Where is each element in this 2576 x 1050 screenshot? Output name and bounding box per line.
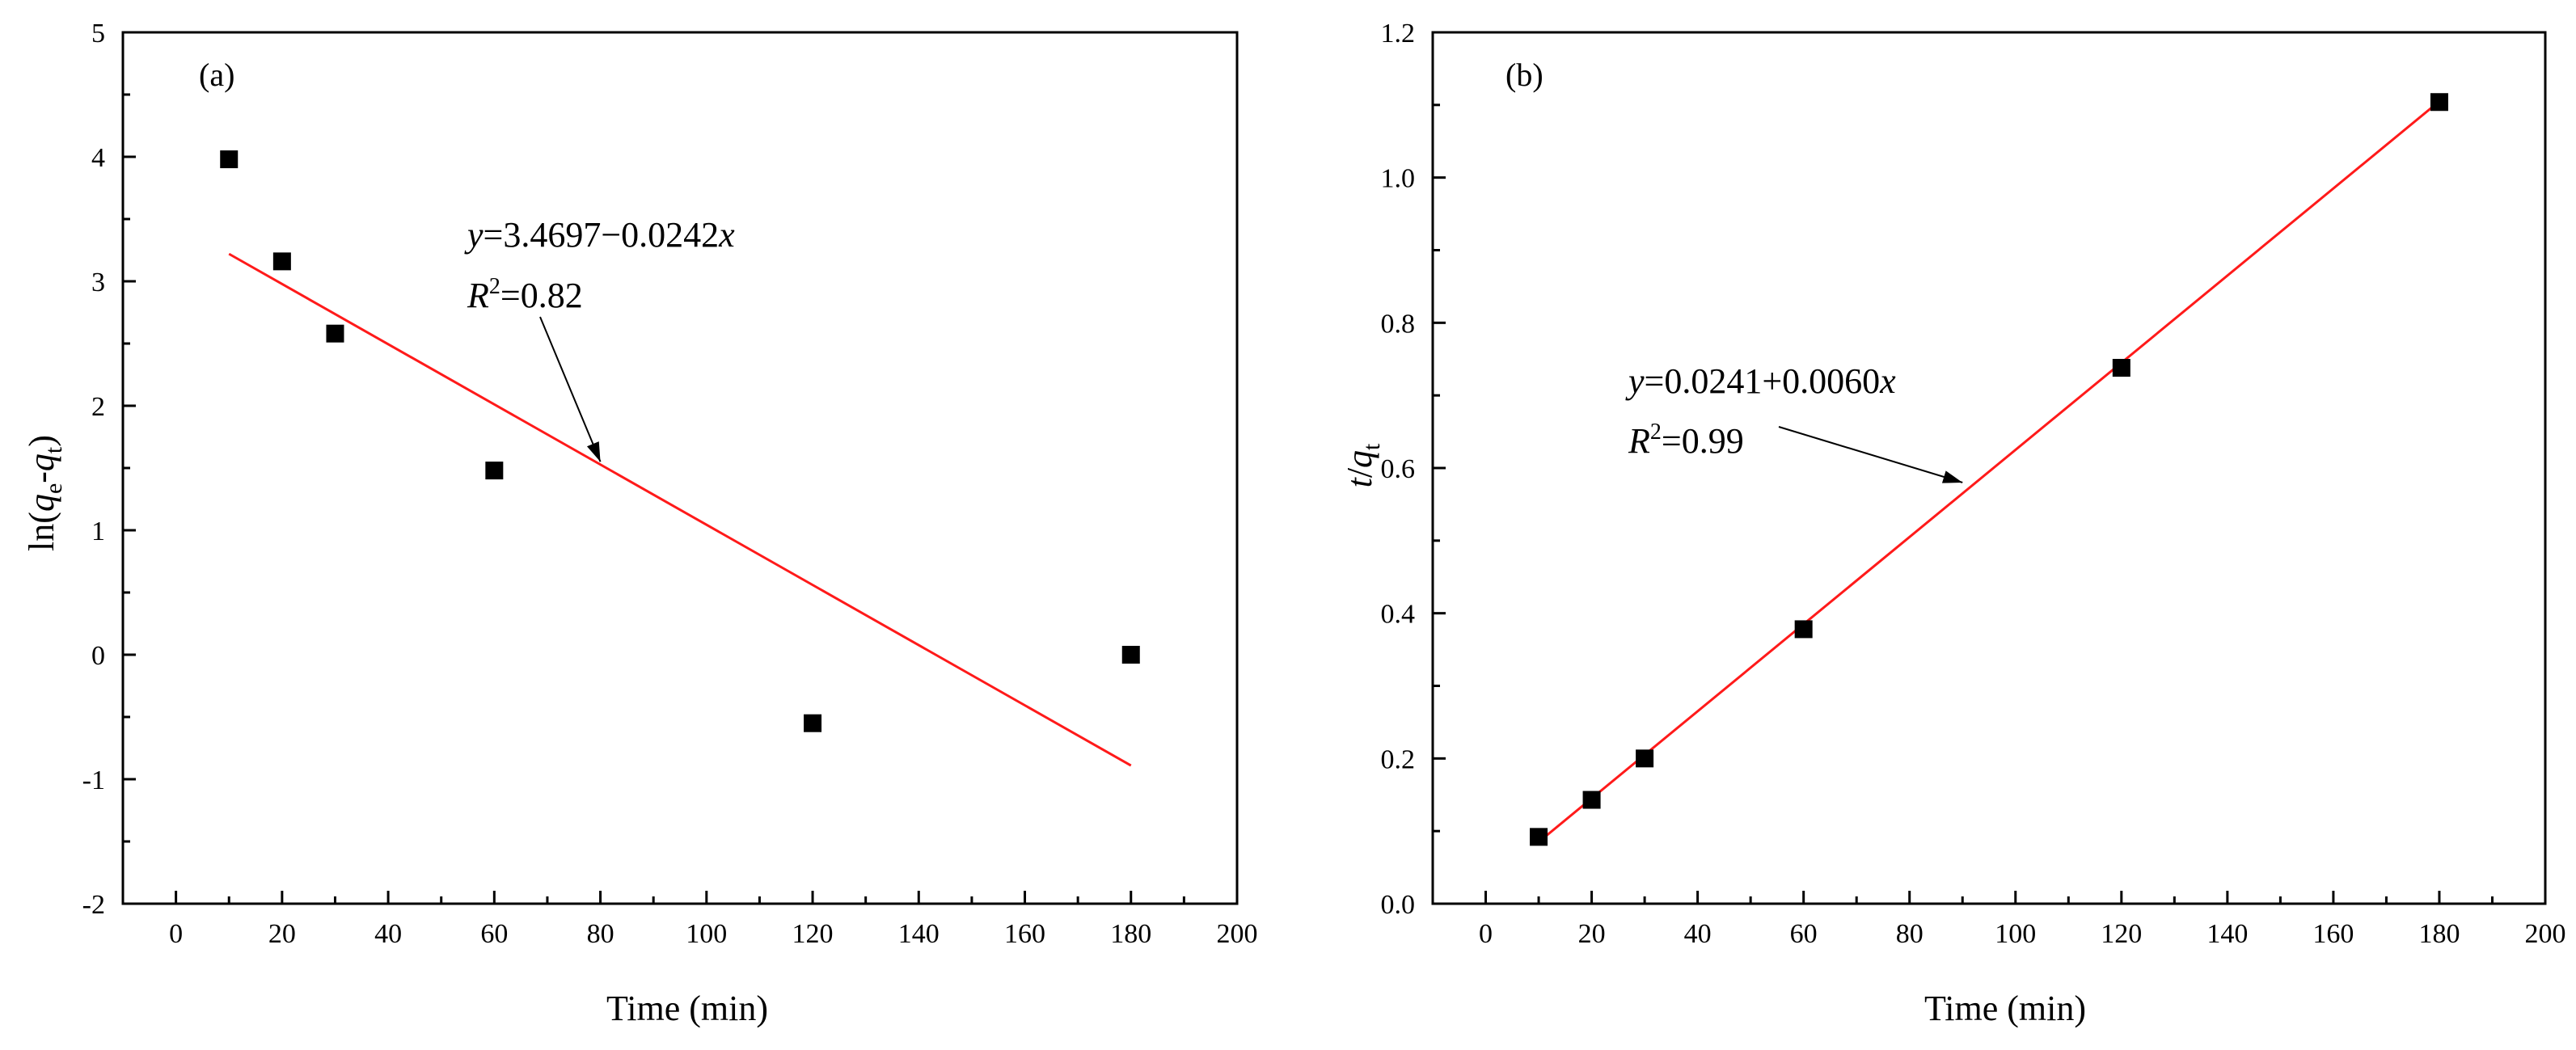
y-tick-label: 5	[91, 19, 105, 48]
panel-label: (b)	[1505, 57, 1543, 93]
x-tick-label: 120	[2101, 919, 2142, 949]
equation-label: y=0.0241+0.0060x	[1625, 361, 1896, 401]
data-point	[220, 150, 239, 169]
y-tick-label: 0.0	[1381, 890, 1416, 920]
equation-label: y=3.4697−0.0242x	[464, 215, 735, 255]
x-tick-label: 0	[1479, 919, 1493, 949]
x-tick-label: 80	[587, 919, 614, 949]
plot-frame	[121, 31, 1239, 905]
x-axis-title: Time (min)	[606, 989, 768, 1028]
x-tick-label: 80	[1896, 919, 1924, 949]
data-point	[1636, 749, 1654, 768]
data-point	[326, 324, 344, 343]
y-tick-label: 2	[91, 392, 105, 422]
data-point	[485, 462, 504, 480]
panel-label: (a)	[199, 57, 234, 93]
x-tick-label: 100	[1995, 919, 2036, 949]
y-tick-label: 0.2	[1381, 744, 1416, 774]
y-tick-label: 0.6	[1381, 454, 1416, 484]
data-points	[220, 150, 1140, 732]
y-tick-label: 0.8	[1381, 309, 1416, 339]
x-tick-label: 180	[1110, 919, 1151, 949]
fit-line	[1538, 100, 2440, 843]
y-tick-label: 3	[91, 268, 105, 297]
data-point	[2430, 93, 2448, 112]
data-point	[1530, 828, 1548, 846]
x-tick-label: 140	[2206, 919, 2248, 949]
y-tick-label: 0.4	[1381, 600, 1416, 630]
x-tick-label: 60	[480, 919, 508, 949]
plot-frame	[1431, 31, 2547, 905]
x-axis-title: Time (min)	[1924, 989, 2086, 1028]
data-points	[1530, 93, 2448, 846]
y-tick-label: 4	[91, 143, 105, 173]
y-tick-labels: -2 -1 0 1 2 3 4 5	[82, 19, 105, 920]
y-axis-title: ln(qe-qt)	[22, 435, 67, 551]
r-squared-label: R2=0.99	[1628, 420, 1744, 461]
y-tick-label: 0	[91, 641, 105, 671]
y-tick-label: -2	[82, 890, 105, 920]
x-tick-label: 160	[2312, 919, 2354, 949]
x-tick-label: 180	[2418, 919, 2460, 949]
data-point	[804, 714, 822, 732]
axis-ticks	[1433, 31, 2547, 905]
chart-panel-a: 0 20 40 60 80 100 120 140 160 180 200 -2 -1 0 1 2 3 4 5 (…	[22, 19, 1258, 1028]
arrow-head	[1941, 470, 1963, 483]
x-tick-labels: 0 20 40 60 80 100 120 140 160 180 200	[169, 919, 1257, 949]
data-point	[1121, 646, 1140, 664]
data-point	[1794, 620, 1813, 639]
data-point	[2112, 359, 2130, 377]
annotation-arrow	[1778, 426, 1963, 483]
arrow-shaft	[1778, 426, 1963, 483]
x-tick-label: 200	[2525, 919, 2566, 949]
y-tick-label: -1	[82, 765, 105, 795]
x-tick-label: 20	[1578, 919, 1606, 949]
chart-panel-b: 0 20 40 60 80 100 120 140 160 180 200 0.0 0.2 0.4 0.6…	[1340, 19, 2566, 1028]
data-point	[272, 252, 291, 271]
annotation-arrow	[539, 316, 602, 462]
arrow-shaft	[539, 316, 602, 462]
r-squared-label: R2=0.82	[467, 274, 583, 315]
y-tick-label: 1	[91, 517, 105, 546]
axis-ticks	[123, 31, 1239, 905]
x-tick-label: 40	[1684, 919, 1712, 949]
y-tick-label: 1.0	[1381, 164, 1416, 194]
fit-line	[228, 252, 1132, 767]
y-tick-labels: 0.0 0.2 0.4 0.6 0.8 1.0 1.2	[1381, 19, 1416, 920]
y-axis-title: t/qt	[1340, 443, 1385, 487]
x-tick-label: 0	[169, 919, 183, 949]
x-tick-label: 100	[686, 919, 727, 949]
x-tick-label: 160	[1004, 919, 1045, 949]
x-tick-label: 200	[1217, 919, 1258, 949]
arrow-head	[586, 441, 601, 462]
x-tick-label: 140	[898, 919, 940, 949]
x-tick-label: 20	[268, 919, 296, 949]
x-tick-label: 40	[374, 919, 402, 949]
x-tick-label: 60	[1790, 919, 1818, 949]
x-tick-labels: 0 20 40 60 80 100 120 140 160 180 200	[1479, 919, 2565, 949]
x-tick-label: 120	[792, 919, 834, 949]
data-point	[1582, 791, 1601, 809]
y-tick-label: 1.2	[1381, 19, 1416, 48]
